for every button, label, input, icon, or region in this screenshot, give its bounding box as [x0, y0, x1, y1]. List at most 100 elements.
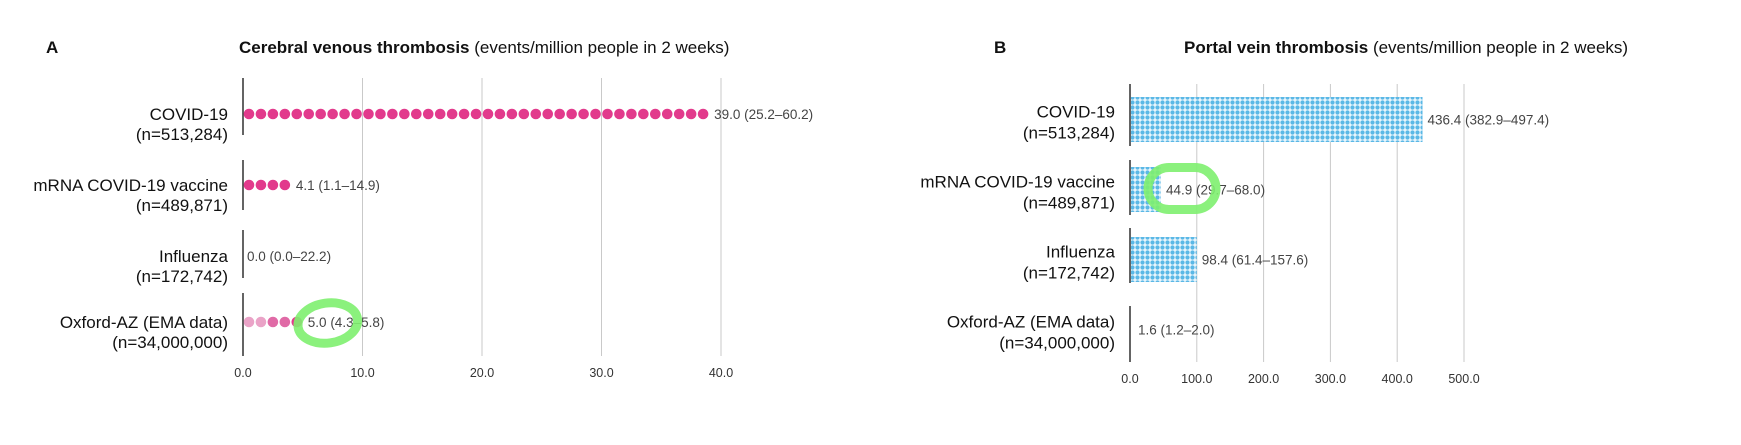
value-label: 436.4 (382.9–497.4) — [1428, 113, 1550, 128]
dot-series — [243, 179, 291, 191]
data-dot — [363, 108, 374, 120]
panel-letter: A — [46, 38, 58, 57]
panel-letter: B — [994, 38, 1006, 57]
data-dot — [255, 108, 267, 120]
data-dot — [518, 108, 530, 120]
category-n-label: (n=513,284) — [1023, 124, 1115, 143]
category-n-label: (n=34,000,000) — [112, 333, 228, 352]
value-label: 1.6 (1.2–2.0) — [1138, 323, 1215, 338]
data-dot — [530, 108, 542, 120]
data-dot — [255, 316, 267, 328]
data-dot — [697, 108, 709, 120]
data-dot — [578, 108, 589, 120]
panel-b: B Portal vein thrombosis (events/million… — [920, 38, 1628, 386]
x-tick-label: 40.0 — [709, 366, 733, 380]
category-label: COVID-19 — [1037, 103, 1115, 122]
title-subtitle: (events/million people in 2 weeks) — [1373, 38, 1628, 57]
data-dot — [255, 179, 267, 191]
dot-series — [243, 108, 709, 120]
data-dot — [279, 108, 291, 120]
data-dot — [602, 108, 613, 120]
x-tick-label: 0.0 — [1121, 372, 1138, 386]
data-dot — [590, 108, 601, 120]
data-dot — [243, 179, 255, 191]
category-n-label: (n=513,284) — [136, 125, 228, 144]
data-dot — [506, 108, 518, 120]
data-dot — [243, 108, 255, 120]
data-dot — [470, 108, 482, 120]
category-n-label: (n=489,871) — [136, 196, 228, 215]
chart-title: Portal vein thrombosis (events/million p… — [1184, 38, 1628, 57]
title-main: Cerebral venous thrombosis — [239, 38, 470, 57]
data-dot — [351, 108, 362, 120]
data-dot — [315, 108, 327, 120]
x-tick-label: 0.0 — [234, 366, 251, 380]
value-label: 5.0 (4.3–5.8) — [308, 315, 385, 330]
data-bar — [1131, 237, 1197, 282]
data-dot — [446, 108, 458, 120]
data-dot — [673, 108, 685, 120]
x-tick-label: 400.0 — [1382, 372, 1413, 386]
data-dot — [494, 108, 506, 120]
data-dot — [434, 108, 446, 120]
data-dot — [661, 108, 673, 120]
data-dot — [626, 108, 637, 120]
data-dot — [399, 108, 410, 120]
rows: COVID-19 (n=513,284) 436.4 (382.9–497.4) mR… — [920, 97, 1549, 353]
title-subtitle: (events/million people in 2 weeks) — [474, 38, 729, 57]
data-dot — [638, 108, 649, 120]
data-dot — [458, 108, 470, 120]
data-dot — [650, 108, 661, 120]
highlight-circle — [1143, 163, 1221, 214]
x-tick-label: 300.0 — [1315, 372, 1346, 386]
data-dot — [243, 316, 255, 328]
panel-a: A Cerebral venous thrombosis (events/mil… — [33, 38, 813, 380]
data-dot — [542, 108, 554, 120]
data-dot — [614, 108, 625, 120]
category-label: Influenza — [1046, 243, 1116, 262]
data-dot — [339, 108, 350, 120]
data-dot — [375, 108, 386, 120]
data-dot — [327, 108, 338, 120]
rows: COVID-19(n=513,284) 39.0 (25.2–60.2) mRNA … — [33, 105, 813, 352]
data-dot — [267, 316, 279, 328]
data-dot — [279, 179, 291, 191]
data-dot — [267, 108, 279, 120]
value-label: 0.0 (0.0–22.2) — [247, 249, 331, 264]
category-n-label: (n=489,871) — [1023, 194, 1115, 213]
value-label: 4.1 (1.1–14.9) — [296, 178, 380, 193]
x-tick-label: 20.0 — [470, 366, 494, 380]
chart-title: Cerebral venous thrombosis (events/milli… — [239, 38, 729, 57]
category-n-label: (n=34,000,000) — [999, 334, 1115, 353]
value-label: 39.0 (25.2–60.2) — [714, 107, 813, 122]
title-main: Portal vein thrombosis — [1184, 38, 1368, 57]
dot-series — [243, 316, 303, 328]
category-label: COVID-19 — [150, 105, 228, 124]
data-dot — [566, 108, 577, 120]
highlight-circle — [293, 298, 363, 348]
x-tick-label: 100.0 — [1181, 372, 1212, 386]
category-label: Oxford-AZ (EMA data) — [60, 313, 228, 332]
data-dot — [411, 108, 422, 120]
data-dot — [291, 108, 303, 120]
value-label: 98.4 (61.4–157.6) — [1202, 253, 1309, 268]
category-label: mRNA COVID-19 vaccine — [33, 176, 228, 195]
data-dot — [685, 108, 697, 120]
category-n-label: (n=172,742) — [136, 267, 228, 286]
data-dot — [303, 108, 315, 120]
data-bar — [1131, 97, 1423, 142]
x-tick-label: 500.0 — [1448, 372, 1479, 386]
data-dot — [554, 108, 565, 120]
data-dot — [422, 108, 434, 120]
data-dot — [279, 316, 291, 328]
category-label: Influenza — [159, 247, 229, 266]
data-dot — [482, 108, 494, 120]
category-label: Oxford-AZ (EMA data) — [947, 313, 1115, 332]
category-label: mRNA COVID-19 vaccine — [920, 173, 1115, 192]
x-tick-label: 10.0 — [350, 366, 374, 380]
data-dot — [267, 179, 279, 191]
data-dot — [387, 108, 398, 120]
x-tick-label: 30.0 — [589, 366, 613, 380]
x-tick-label: 200.0 — [1248, 372, 1279, 386]
